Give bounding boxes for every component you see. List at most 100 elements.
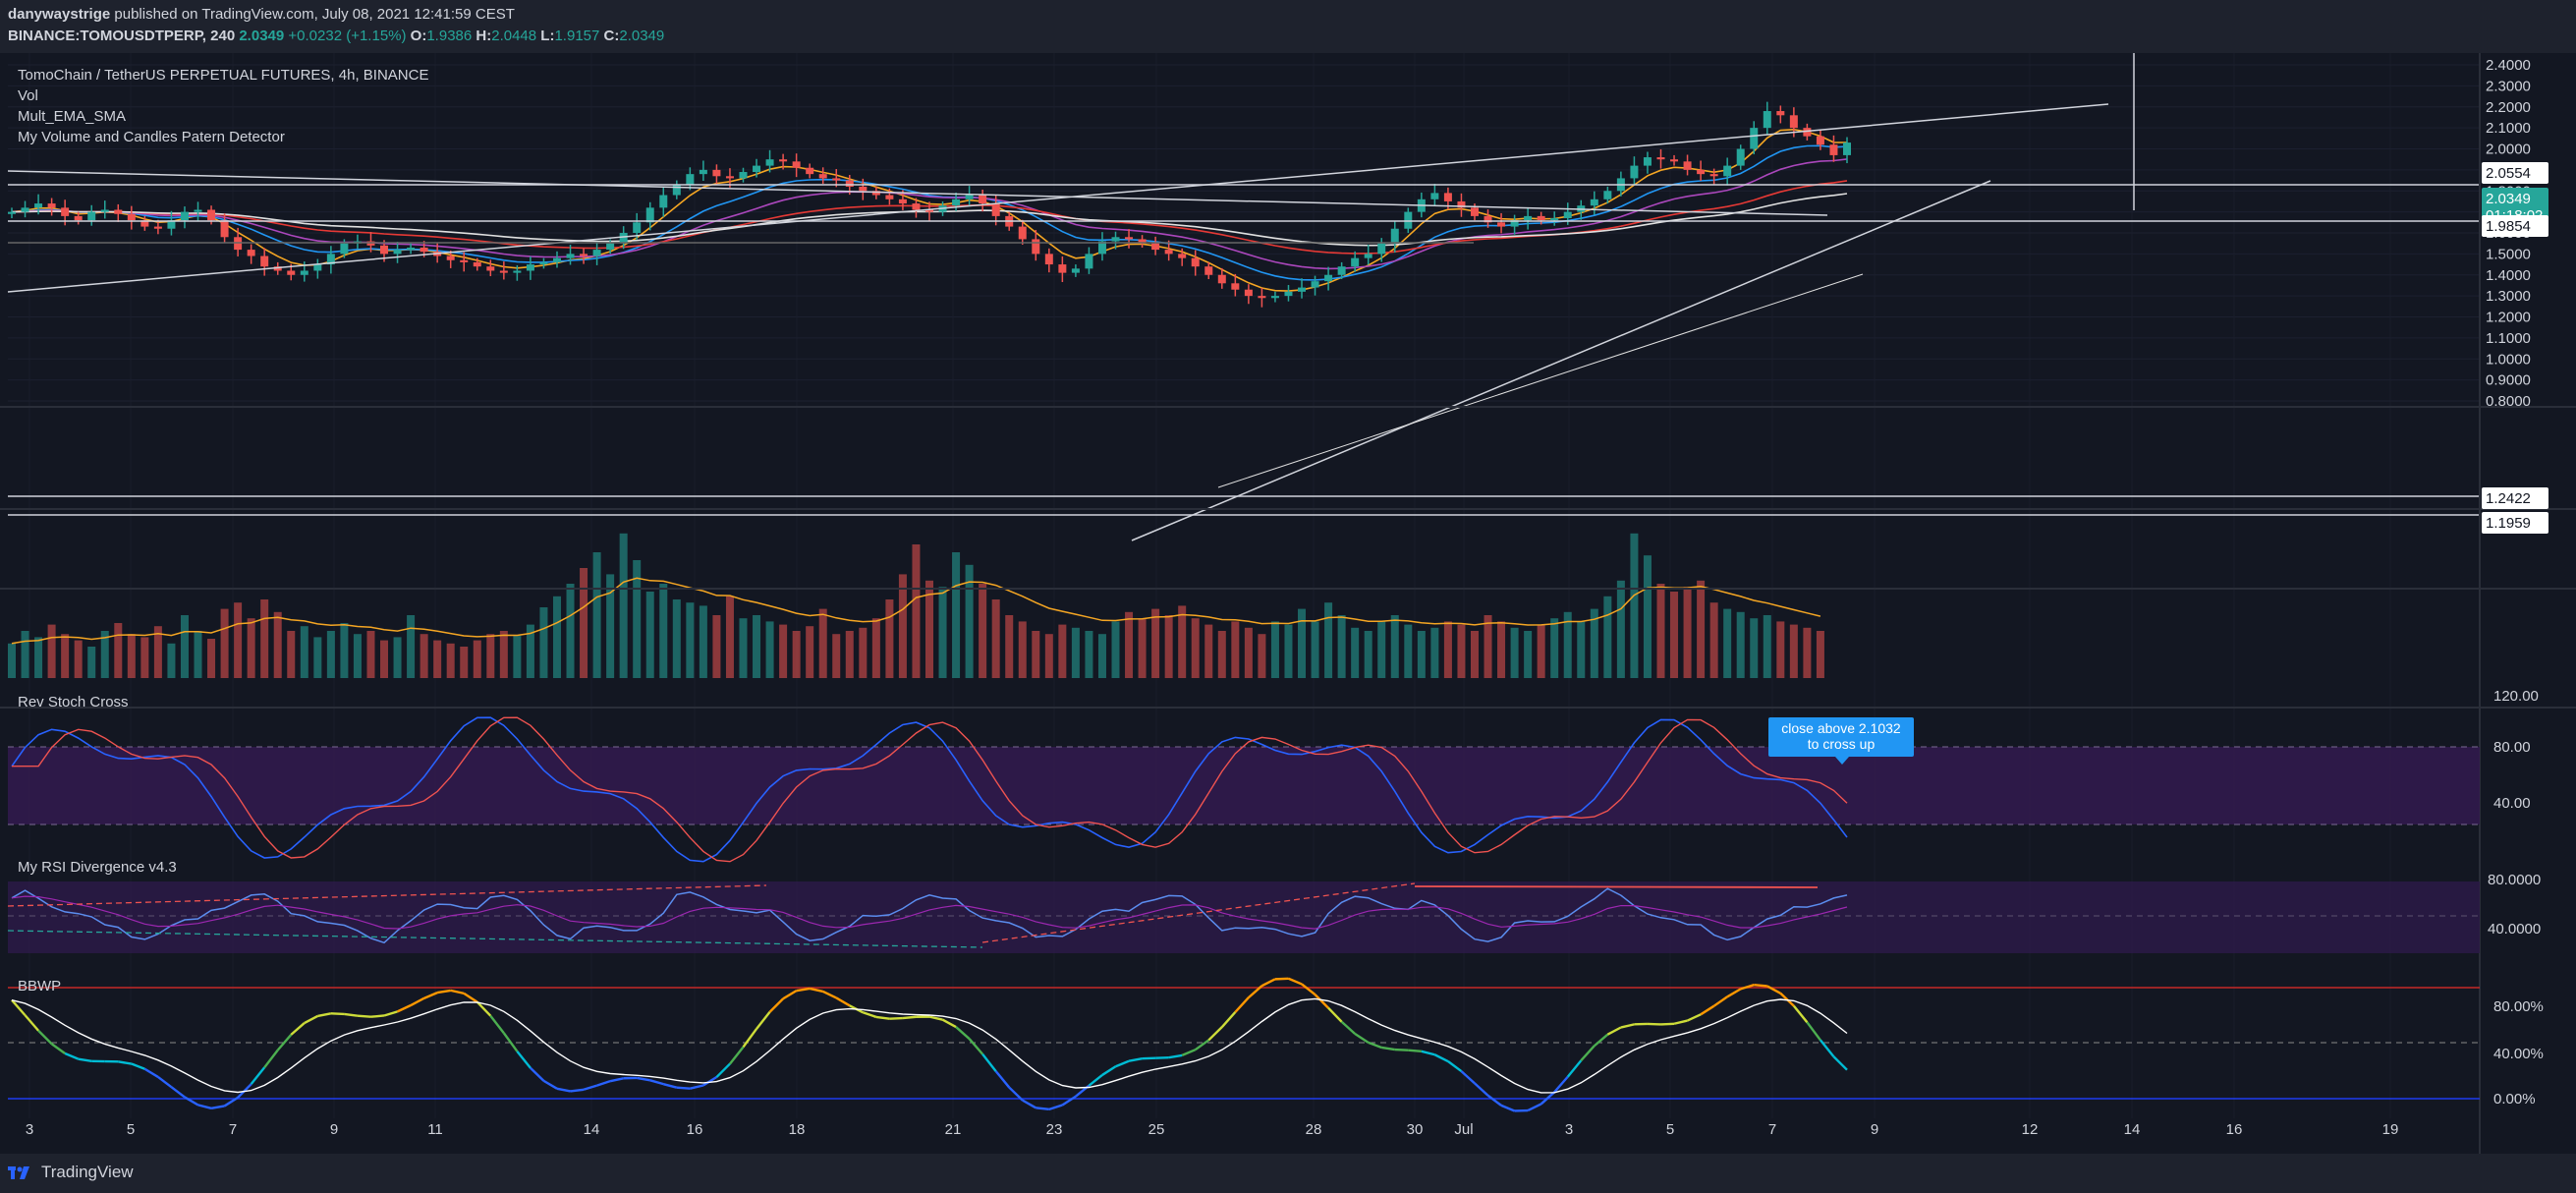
volume-bar: [313, 637, 322, 678]
bbwp-segment: [1394, 1048, 1409, 1051]
bbwp-segment: [463, 992, 478, 1003]
bbwp-segment: [410, 996, 425, 1007]
price-tag: 1.2422: [2482, 487, 2548, 509]
candle-body: [220, 220, 229, 238]
bbwp-segment: [782, 990, 798, 1000]
volume-ma-line: [11, 577, 1821, 645]
bbwp-pane[interactable]: [8, 977, 2480, 1112]
bbwp-segment: [64, 1051, 80, 1060]
candle-body: [1377, 243, 1386, 255]
candle-body: [1324, 274, 1333, 282]
bbwp-segment: [1620, 1023, 1635, 1029]
volume-bar: [1763, 615, 1771, 678]
volume-bar: [287, 631, 296, 678]
indicator-ema-sma[interactable]: Mult_EMA_SMA: [18, 108, 126, 125]
volume-bar: [859, 627, 868, 678]
candle-body: [818, 174, 827, 179]
volume-bar: [885, 599, 894, 678]
candle-body: [859, 186, 868, 192]
bbwp-segment: [118, 1060, 133, 1065]
volume-bar: [446, 643, 455, 678]
bbwp-segment: [729, 1046, 745, 1065]
indicator-bbwp[interactable]: BBWP: [18, 978, 61, 994]
volume-bar: [580, 568, 588, 678]
candle-body: [1656, 157, 1665, 160]
volume-bar: [300, 626, 308, 678]
bbwp-segment: [1115, 1059, 1130, 1068]
time-axis[interactable]: 3 5 7 9 11 14 16 18 21 23 25 28 30 Jul 3 5 7 9 12 14 16 19: [26, 1121, 2399, 1138]
stoch-k-line: [11, 716, 1848, 863]
indicator-vol[interactable]: Vol: [18, 87, 38, 104]
candle-body: [1723, 165, 1732, 177]
candle-body: [1497, 222, 1506, 227]
close-label: C:: [603, 28, 620, 44]
candle-body: [712, 169, 721, 177]
rsi-axis[interactable]: 80.0000 40.0000: [2488, 872, 2541, 937]
candle-body: [74, 215, 83, 221]
bbwp-axis[interactable]: 80.00% 40.00% 0.00%: [2493, 998, 2544, 1108]
indicator-rev-stoch[interactable]: Rev Stoch Cross: [18, 694, 129, 710]
indicator-pattern-detector[interactable]: My Volume and Candles Patern Detector: [18, 129, 285, 145]
candle-body: [313, 264, 322, 271]
bbwp-segment: [1220, 1011, 1237, 1028]
bbwp-segment: [1248, 985, 1263, 999]
open-label: O:: [410, 28, 427, 44]
candle-body: [1550, 218, 1559, 221]
bbwp-tick: 0.00%: [2493, 1091, 2536, 1108]
volume-bar: [380, 640, 389, 678]
stoch-axis[interactable]: 120.00 80.00 40.00: [2493, 688, 2539, 812]
volume-bar: [1244, 627, 1253, 678]
rsi-divergence-pane[interactable]: [7, 881, 2480, 953]
volume-bar: [499, 631, 508, 678]
chart-canvas[interactable]: TomoChain / TetherUS PERPETUAL FUTURES, …: [0, 53, 2576, 1154]
candle-body: [287, 270, 296, 275]
time-tick: 5: [1666, 1121, 1674, 1138]
volume-bar: [1563, 611, 1572, 678]
bbwp-segment: [1792, 1004, 1809, 1024]
volume-bar: [952, 552, 961, 678]
candle-body: [1032, 239, 1040, 255]
candle-body: [1457, 200, 1466, 208]
bbwp-segment: [1168, 1053, 1183, 1059]
bbwp-segment: [1340, 1020, 1356, 1035]
volume-bar: [526, 624, 534, 678]
volume-bar: [1603, 596, 1612, 678]
bbwp-segment: [649, 1079, 664, 1086]
bbwp-segment: [250, 1066, 266, 1085]
candle-body: [1789, 115, 1798, 129]
bbwp-segment: [702, 1076, 718, 1087]
time-tick: 14: [584, 1121, 600, 1138]
indicator-rsi-divergence[interactable]: My RSI Divergence v4.3: [18, 859, 177, 876]
bbwp-segment: [1553, 1075, 1569, 1094]
bbwp-segment: [210, 1105, 225, 1110]
candle-body: [393, 250, 402, 255]
bbwp-segment: [928, 1015, 943, 1021]
price-pane[interactable]: [7, 53, 2480, 678]
volume-bar: [1324, 602, 1333, 678]
volume-bar: [1670, 592, 1679, 678]
bbwp-segment: [1433, 1053, 1449, 1063]
bbwp-segment: [835, 996, 851, 1007]
bbwp-segment: [968, 1038, 984, 1055]
bbwp-segment: [542, 1079, 558, 1090]
candle-body: [273, 266, 282, 271]
volume-bar: [34, 637, 43, 678]
bbwp-segment: [1260, 978, 1276, 988]
price-tick: 2.3000: [2486, 78, 2531, 94]
bbwp-segment: [450, 989, 465, 995]
volume-bar: [792, 631, 801, 678]
volume-bar: [1298, 608, 1307, 678]
rev-stoch-pane[interactable]: [8, 716, 2480, 863]
candle-body: [1125, 237, 1134, 240]
volume-bar: [1217, 631, 1226, 678]
bbwp-segment: [489, 1014, 505, 1034]
author-name[interactable]: danywaystrige: [8, 6, 111, 23]
volume-bar: [1071, 627, 1080, 678]
candle-body: [247, 250, 255, 256]
tradingview-logo[interactable]: TradingView: [8, 1163, 134, 1182]
candle-body: [21, 207, 29, 212]
bbwp-segment: [1288, 977, 1303, 986]
candle-body: [1697, 169, 1706, 175]
candle-body: [1829, 144, 1838, 155]
bbwp-segment: [1566, 1059, 1583, 1078]
